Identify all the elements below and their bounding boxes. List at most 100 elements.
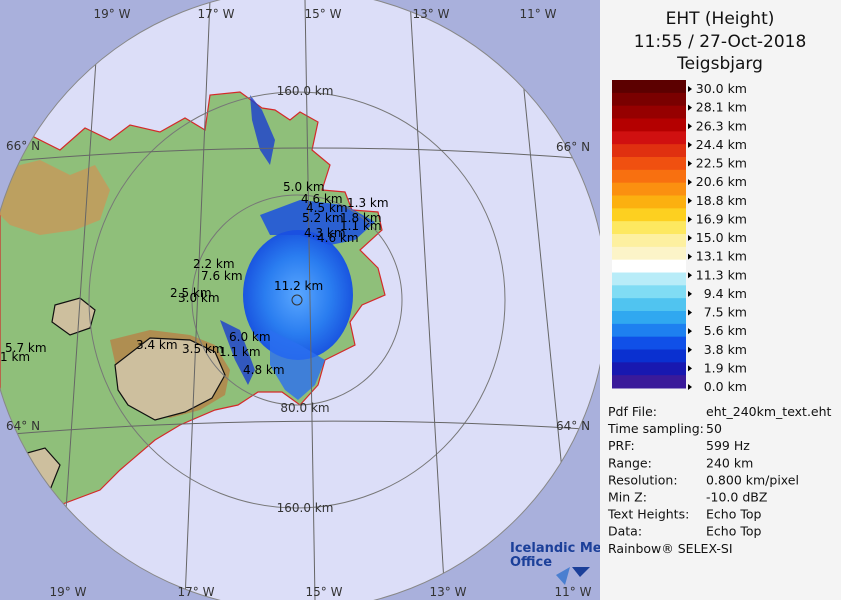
scale-label: 7.5 km <box>704 305 747 320</box>
scale-label: 9.4 km <box>704 286 747 301</box>
color-band <box>612 362 686 376</box>
echo-top-label: 3.0 km <box>178 291 220 305</box>
range-label: 160.0 km <box>277 84 334 98</box>
echo-top-label: 1.1 km <box>340 219 382 233</box>
scale-tick <box>688 328 692 335</box>
color-band <box>612 182 686 196</box>
longitude-label: 11° W <box>520 7 557 21</box>
color-band <box>612 221 686 235</box>
scale-tick <box>688 179 692 186</box>
echo-top-label: 6.0 km <box>229 330 271 344</box>
info-value: Echo Top <box>706 524 761 539</box>
site-name: Teigsbjarg <box>676 54 763 74</box>
color-band <box>612 105 686 119</box>
scale-tick <box>688 365 692 372</box>
echo-top-label: 5.2 km <box>302 211 344 225</box>
scale-tick <box>688 160 692 167</box>
scale-label: 18.8 km <box>696 193 747 208</box>
color-band <box>612 272 686 286</box>
echo-top-label: 1.1 km <box>219 345 261 359</box>
color-band <box>612 195 686 209</box>
range-label: 160.0 km <box>277 501 334 515</box>
scale-label: 0.0 km <box>704 379 747 394</box>
logo: Icelandic Met Office <box>510 541 608 585</box>
scale-label: 24.4 km <box>696 137 747 152</box>
color-band <box>612 118 686 132</box>
product-time: 11:55 / 27-Oct-2018 <box>634 32 807 52</box>
scale-tick <box>688 272 692 279</box>
echo-top-label: 2.2 km <box>193 257 235 271</box>
longitude-label: 17° W <box>178 585 215 599</box>
info-key: Data: <box>608 524 642 539</box>
info-key: Pdf File: <box>608 404 657 419</box>
longitude-label: 17° W <box>198 7 235 21</box>
echo-top-label: 7.6 km <box>201 269 243 283</box>
scale-label: 15.0 km <box>696 230 747 245</box>
info-key: Resolution: <box>608 472 678 487</box>
map-area: Icelandic Met Office <box>0 0 608 600</box>
scale-label: 26.3 km <box>696 118 747 133</box>
scale-tick <box>688 141 692 148</box>
info-key: Min Z: <box>608 490 647 505</box>
range-rings <box>88 91 506 509</box>
info-value: 240 km <box>706 455 753 470</box>
scale-label: 30.0 km <box>696 81 747 96</box>
longitude-label: 13° W <box>413 7 450 21</box>
color-band <box>612 92 686 107</box>
scale-label: 11.3 km <box>696 267 747 282</box>
info-key: Time sampling: <box>607 421 704 436</box>
scale-label: 13.1 km <box>696 249 747 264</box>
scale-tick <box>688 197 692 204</box>
longitude-label: 15° W <box>306 585 343 599</box>
graticule <box>0 0 600 600</box>
radar-echo <box>220 320 255 385</box>
longitude-label: 19° W <box>94 7 131 21</box>
echo-top-label: 2.5 km <box>170 286 212 300</box>
echo-top-label: 1 km <box>0 350 30 364</box>
scale-tick <box>688 309 692 316</box>
radar-site <box>291 294 303 306</box>
latitude-label: 64° N <box>556 419 590 433</box>
scale-tick <box>688 86 692 92</box>
scale-tick <box>688 123 692 130</box>
info-key: Text Heights: <box>607 507 689 522</box>
logo-text: Icelandic Met <box>510 541 608 556</box>
echo-top-label: 4.8 km <box>243 363 285 377</box>
scale-tick <box>688 346 692 353</box>
scale-tick <box>688 384 692 390</box>
echo-top-label: 11.2 km <box>274 279 323 293</box>
color-band <box>612 336 686 350</box>
color-band <box>612 234 686 248</box>
longitude-label: 11° W <box>555 585 592 599</box>
echo-top-label: 5.0 km <box>283 180 325 194</box>
scale-label: 1.9 km <box>704 360 747 375</box>
range-label: 80.0 km <box>280 401 329 415</box>
product-title: EHT (Height) <box>666 9 775 29</box>
scale-label: 28.1 km <box>696 100 747 115</box>
scale-tick <box>688 253 692 260</box>
color-band <box>612 157 686 171</box>
scale-tick <box>688 104 692 111</box>
echo-top-label: 4.6 km <box>301 192 343 206</box>
echo-top-label: 4.5 km <box>306 201 348 215</box>
longitude-label: 15° W <box>305 7 342 21</box>
echo-top-label: 4.3 km <box>304 226 346 240</box>
info-value: -10.0 dBZ <box>706 490 767 505</box>
color-band <box>612 323 686 338</box>
scale-label: 22.5 km <box>696 156 747 171</box>
echo-top-label: 1.8 km <box>340 211 382 225</box>
echo-top-label: 4.6 km <box>317 231 359 245</box>
scale-label: 5.6 km <box>704 323 747 338</box>
info-key: PRF: <box>608 438 635 453</box>
color-band <box>612 311 686 325</box>
color-band <box>612 349 686 363</box>
scale-tick <box>688 235 692 241</box>
color-band <box>612 208 686 222</box>
info-value: 50 <box>706 421 722 436</box>
echo-top-label: 3.5 km <box>182 342 224 356</box>
color-band <box>612 80 686 94</box>
latitude-label: 66° N <box>556 140 590 154</box>
info-value: eht_240km_text.eht <box>706 404 832 419</box>
color-band <box>612 285 686 299</box>
